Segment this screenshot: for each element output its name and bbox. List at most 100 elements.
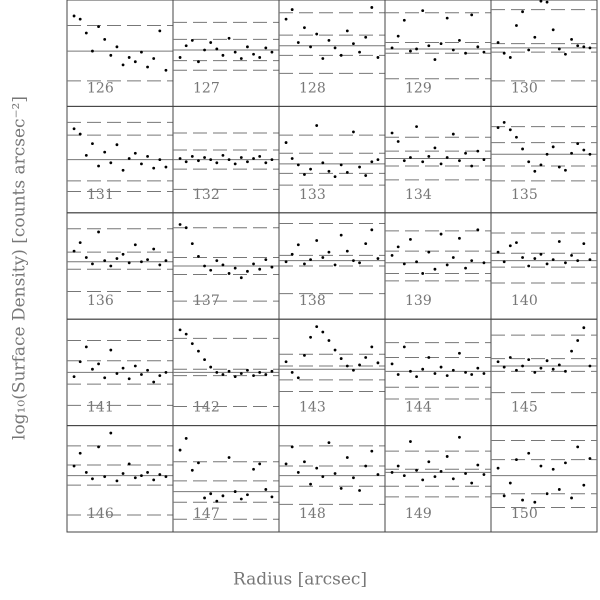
data-point (496, 41, 500, 44)
data-point (445, 263, 449, 267)
data-point (539, 163, 543, 167)
data-point (527, 358, 531, 362)
data-point (258, 371, 262, 374)
data-point (133, 364, 137, 368)
data-point (421, 478, 425, 482)
data-point (345, 456, 349, 459)
data-point (470, 373, 474, 376)
data-point (239, 156, 243, 159)
data-point (464, 51, 467, 55)
data-point (502, 365, 506, 369)
data-point (103, 376, 107, 380)
panel-label: 145 (511, 400, 538, 416)
data-point (209, 158, 213, 162)
data-point (464, 151, 467, 155)
data-point (233, 266, 237, 270)
data-point (390, 46, 394, 50)
x-axis-label: Radius [arcsec] (233, 570, 367, 590)
data-point (91, 477, 94, 481)
data-point (421, 272, 425, 275)
data-point (482, 158, 486, 162)
data-point (445, 16, 449, 20)
data-point (396, 34, 400, 38)
data-point (103, 37, 107, 41)
data-point (270, 495, 274, 499)
data-point (476, 463, 480, 467)
data-point (376, 56, 380, 59)
y-axis-label: log₁₀(Surface Density) [counts arcsec⁻²] (10, 96, 30, 440)
data-point (221, 153, 225, 157)
data-point (146, 258, 149, 262)
data-point (146, 65, 149, 69)
data-point (352, 259, 355, 263)
data-point (521, 10, 524, 14)
data-point (152, 247, 156, 251)
panel-frame (490, 105, 598, 214)
panel-label: 148 (299, 506, 326, 522)
data-point (390, 471, 394, 474)
data-point (576, 44, 580, 48)
data-point (409, 238, 412, 241)
data-point (178, 157, 182, 160)
data-point (215, 371, 219, 374)
data-point (227, 369, 231, 373)
data-point (476, 45, 480, 49)
data-point (78, 451, 82, 455)
data-point (445, 455, 449, 458)
data-point (97, 362, 100, 366)
data-point (352, 130, 355, 134)
data-point (133, 60, 137, 64)
panel-label: 143 (299, 400, 326, 416)
data-point (570, 37, 573, 41)
data-point (84, 256, 88, 259)
data-point (221, 53, 225, 57)
data-point (284, 260, 288, 264)
panel-label: 135 (511, 187, 538, 203)
data-point (533, 35, 537, 39)
data-point (152, 380, 156, 384)
data-point (409, 49, 412, 53)
data-point (91, 262, 94, 266)
data-point (482, 261, 486, 265)
data-point (203, 264, 206, 268)
panel-label: 137 (193, 293, 220, 309)
data-point (152, 478, 156, 482)
data-point (140, 373, 143, 376)
data-point (551, 367, 555, 371)
data-point (91, 49, 94, 53)
data-point (84, 471, 88, 474)
data-point (315, 32, 319, 36)
data-point (258, 155, 262, 158)
panel-label: 126 (87, 80, 114, 96)
data-point (233, 50, 237, 54)
data-point (146, 155, 149, 158)
data-point (239, 276, 243, 280)
data-point (582, 242, 586, 246)
data-point (415, 125, 418, 129)
data-point (140, 260, 143, 264)
data-point (476, 149, 480, 153)
data-point (482, 372, 486, 375)
data-point (164, 165, 168, 169)
data-point (84, 153, 88, 157)
data-point (527, 451, 531, 455)
data-point (209, 365, 213, 369)
data-point (451, 132, 455, 136)
panel-frame (278, 0, 386, 107)
data-point (515, 24, 518, 27)
data-point (415, 468, 418, 472)
data-point (345, 249, 349, 253)
data-point (103, 259, 107, 263)
data-point (309, 258, 312, 262)
data-point (521, 364, 524, 368)
data-point (115, 372, 119, 375)
panel-label: 136 (87, 293, 114, 309)
data-point (321, 475, 325, 479)
data-point (409, 156, 412, 159)
data-point (533, 371, 537, 374)
data-point (233, 490, 237, 493)
data-point (582, 45, 586, 49)
data-point (209, 41, 213, 44)
data-point (97, 25, 100, 28)
data-point (264, 373, 268, 376)
